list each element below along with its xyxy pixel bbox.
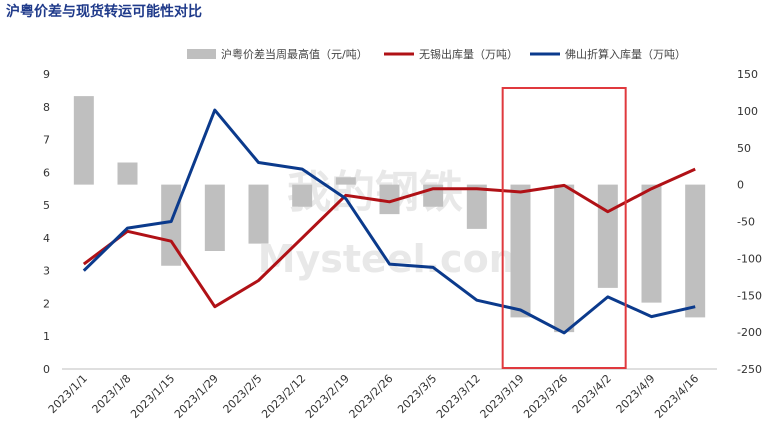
legend-label: 佛山折算入库量（万吨） <box>565 47 686 61</box>
x-tick-label: 2023/3/5 <box>395 372 439 416</box>
line-series <box>82 108 696 335</box>
x-tick-label: 2023/1/8 <box>89 372 133 416</box>
bar-2023/4/2 <box>597 184 618 288</box>
chart-title: 沪粤价差与现货转运可能性对比 <box>6 4 202 20</box>
right-tick-label: 0 <box>737 179 744 192</box>
bar-2023/4/9 <box>641 184 662 303</box>
x-tick-label: 2023/3/12 <box>434 372 483 421</box>
left-tick-label: 0 <box>43 363 50 376</box>
left-tick-label: 9 <box>43 68 50 81</box>
right-tick-label: -250 <box>737 363 762 376</box>
bar-2023/3/12 <box>466 184 487 229</box>
legend: 沪粤价差当周最高值（元/吨） 无锡出库量（万吨） 佛山折算入库量（万吨） <box>187 47 686 61</box>
x-tick-label: 2023/4/2 <box>570 372 614 416</box>
line-series-1 <box>82 167 696 309</box>
bar-2023/2/5 <box>248 184 269 244</box>
left-tick-label: 7 <box>43 134 50 147</box>
left-tick-label: 1 <box>43 330 50 343</box>
left-tick-label: 8 <box>43 101 50 114</box>
bar-series <box>73 96 706 333</box>
highlight-box <box>501 87 627 369</box>
left-tick-label: 2 <box>43 297 50 310</box>
x-tick-label: 2023/2/5 <box>220 372 264 416</box>
x-tick-label: 2023/2/12 <box>259 372 308 421</box>
bar-2023/1/8 <box>117 162 138 185</box>
highlight-rect <box>501 87 627 369</box>
left-tick-label: 6 <box>43 166 50 179</box>
bar-2023/2/26 <box>379 184 400 215</box>
x-tick-label: 2023/3/26 <box>521 372 570 421</box>
x-tick-label: 2023/3/19 <box>478 372 527 421</box>
right-tick-label: 50 <box>737 142 751 155</box>
bar-2023/3/19 <box>510 184 531 318</box>
bar-2023/1/1 <box>73 96 94 185</box>
bar-2023/1/29 <box>204 184 225 251</box>
bar-2023/3/26 <box>554 184 575 333</box>
right-tick-label: 100 <box>737 105 758 118</box>
line-series-2 <box>82 108 696 335</box>
legend-label: 沪粤价差当周最高值（元/吨） <box>221 47 368 61</box>
left-tick-label: 4 <box>43 232 50 245</box>
legend-swatch-bar <box>187 49 216 59</box>
right-tick-label: -200 <box>737 326 762 339</box>
x-tick-label: 2023/1/29 <box>172 372 221 421</box>
right-axis: -250 -200 -150 -100 -50 0 50 100 150 <box>737 68 762 376</box>
watermark-en: Mysteel.com <box>258 237 529 281</box>
right-tick-label: -50 <box>737 216 755 229</box>
x-tick-label: 2023/1/15 <box>128 372 177 421</box>
x-tick-label: 2023/1/1 <box>46 372 90 416</box>
bar-2023/4/16 <box>685 184 706 318</box>
legend-label: 无锡出库量（万吨） <box>419 47 518 61</box>
bar-2023/2/19 <box>335 177 356 185</box>
x-tick-label: 2023/4/16 <box>652 372 701 421</box>
x-tick-label: 2023/2/19 <box>303 372 352 421</box>
right-tick-label: -150 <box>737 289 762 302</box>
left-tick-label: 5 <box>43 199 50 212</box>
left-axis: 0 1 2 3 4 5 6 7 8 9 <box>43 68 50 376</box>
x-tick-label: 2023/4/9 <box>613 372 657 416</box>
x-tick-label: 2023/2/26 <box>347 372 396 421</box>
right-tick-label: 150 <box>737 68 758 81</box>
bar-2023/2/12 <box>292 184 313 207</box>
left-tick-label: 3 <box>43 265 50 278</box>
right-tick-label: -100 <box>737 252 762 265</box>
